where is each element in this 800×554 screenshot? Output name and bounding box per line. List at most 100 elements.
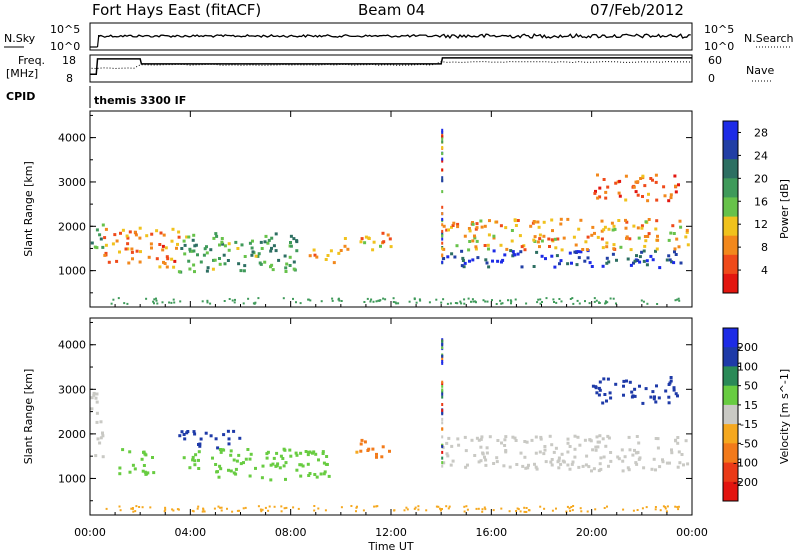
data-cell [461, 259, 465, 262]
data-cell [581, 248, 585, 251]
data-cell [162, 260, 165, 264]
data-cell [222, 433, 226, 437]
data-cell [371, 447, 375, 451]
data-cell [677, 245, 681, 249]
data-cell [95, 246, 99, 250]
data-cell [435, 298, 438, 301]
data-cell [462, 265, 466, 269]
data-cell [415, 301, 418, 304]
data-cell [613, 227, 617, 231]
data-cell [471, 298, 474, 301]
data-cell [264, 506, 267, 509]
colorbar-tick-label: 8 [761, 241, 768, 254]
data-cell [485, 451, 489, 455]
data-cell [523, 506, 526, 509]
data-cell [584, 463, 588, 467]
data-cell [307, 298, 310, 301]
data-cell [242, 461, 245, 465]
data-cell [219, 506, 222, 509]
data-cell [441, 260, 444, 264]
data-cell [606, 377, 610, 381]
data-cell [674, 505, 677, 508]
data-cell [376, 505, 379, 508]
data-cell [671, 224, 675, 228]
data-cell [441, 229, 444, 233]
data-cell [604, 300, 607, 303]
nsky-tick-top: 10^5 [50, 23, 80, 36]
data-cell [576, 435, 580, 439]
data-cell [229, 449, 233, 453]
data-cell [606, 301, 609, 304]
data-cell [441, 241, 444, 245]
data-cell [99, 436, 103, 440]
data-cell [244, 506, 247, 509]
data-cell [488, 435, 492, 439]
data-cell [261, 464, 265, 468]
data-cell [446, 302, 449, 305]
data-cell [183, 252, 187, 256]
data-cell [147, 255, 151, 259]
data-cell [289, 234, 293, 238]
colorbar-segment [723, 347, 738, 367]
data-cell [312, 450, 316, 454]
data-cell [226, 259, 230, 262]
data-cell [170, 239, 174, 243]
data-cell [653, 395, 656, 399]
data-cell [507, 299, 509, 302]
colorbar-segment [723, 140, 738, 160]
data-cell [441, 237, 444, 241]
data-cell [373, 505, 376, 508]
data-cell [664, 507, 667, 510]
data-cell [163, 510, 166, 513]
data-cell [242, 302, 245, 305]
data-cell [94, 396, 98, 400]
data-cell [514, 224, 518, 227]
data-cell [598, 462, 602, 466]
data-cell [259, 240, 263, 244]
data-cell [677, 508, 680, 511]
data-cell [266, 241, 270, 245]
data-cell [227, 468, 230, 472]
data-cell [460, 264, 464, 268]
data-cell [113, 233, 117, 237]
data-cell [315, 475, 319, 479]
data-cell [607, 436, 611, 440]
data-cell [598, 302, 601, 304]
data-cell [594, 508, 597, 511]
freq-panel-frame [89, 54, 693, 83]
data-cell [571, 460, 575, 464]
data-cell [485, 261, 489, 265]
data-cell [441, 435, 444, 439]
data-cell [216, 446, 220, 450]
colorbar-tick-label: 16 [754, 195, 768, 208]
data-cell [475, 507, 478, 510]
data-cell [92, 393, 96, 397]
data-cell [533, 462, 536, 466]
data-cell [576, 299, 579, 302]
data-cell [602, 377, 606, 381]
nsky-panel-frame [89, 22, 693, 51]
data-cell [638, 260, 642, 264]
data-cell [463, 302, 466, 305]
data-cell [686, 462, 690, 466]
data-cell [168, 301, 171, 304]
data-cell [604, 196, 608, 200]
data-cell [590, 265, 594, 268]
data-cell [308, 450, 312, 454]
data-cell [655, 198, 659, 202]
data-cell [125, 234, 129, 238]
data-cell [501, 302, 504, 305]
data-cell [313, 473, 317, 476]
data-cell [321, 452, 325, 455]
data-cell [236, 247, 240, 250]
data-cell [297, 507, 300, 510]
data-cell [309, 299, 312, 302]
data-cell [463, 298, 466, 301]
data-cell [340, 300, 343, 302]
data-cell [678, 461, 682, 465]
data-cell [295, 249, 299, 253]
data-cell [573, 434, 577, 438]
data-cell [502, 464, 506, 468]
data-cell [568, 507, 571, 510]
